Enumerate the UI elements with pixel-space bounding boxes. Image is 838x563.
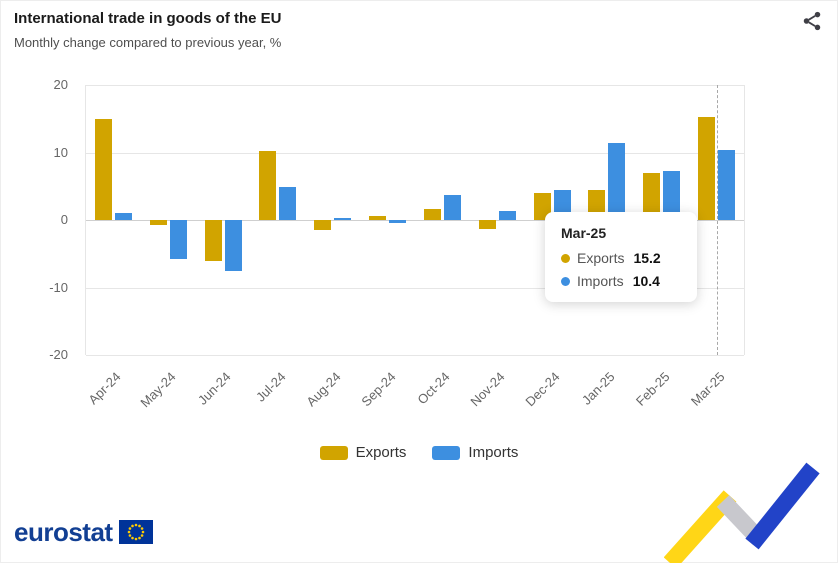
tooltip-series-label: Exports xyxy=(577,250,625,266)
tooltip-row-exports: Exports 15.2 xyxy=(561,250,681,266)
legend-item-exports[interactable]: Exports xyxy=(319,444,407,461)
bar-imports-jan-25[interactable] xyxy=(608,143,626,220)
gridline xyxy=(86,152,744,154)
exports-dot-icon xyxy=(561,253,570,263)
share-button[interactable] xyxy=(798,8,826,36)
gridline xyxy=(86,287,744,289)
bar-exports-jun-24[interactable] xyxy=(204,220,222,261)
x-axis-label: Oct-24 xyxy=(414,369,454,408)
tooltip-row-imports: Imports 10.4 xyxy=(561,273,681,289)
y-tick-label: -20 xyxy=(49,347,68,362)
legend-label: Imports xyxy=(468,444,519,461)
legend-label: Exports xyxy=(355,444,407,461)
bar-imports-oct-24[interactable] xyxy=(443,195,461,220)
gridline xyxy=(86,220,744,221)
x-axis-label: Nov-24 xyxy=(467,369,508,410)
y-tick-label: 20 xyxy=(53,77,68,92)
bar-imports-apr-24[interactable] xyxy=(114,213,132,220)
bar-exports-aug-24[interactable] xyxy=(314,220,332,231)
bar-imports-feb-25[interactable] xyxy=(663,171,681,220)
bar-imports-jul-24[interactable] xyxy=(279,186,297,220)
bar-imports-mar-25[interactable] xyxy=(718,149,736,220)
legend-item-imports[interactable]: Imports xyxy=(432,444,518,461)
bar-exports-feb-25[interactable] xyxy=(643,172,661,220)
bar-exports-mar-25[interactable] xyxy=(698,117,716,220)
plot-area: Apr-24 May-24 Jun-24 Jul-24 Aug-24 Sep-24 Oct-… xyxy=(85,85,745,410)
x-axis-label: Dec-24 xyxy=(522,369,563,410)
bar-exports-oct-24[interactable] xyxy=(423,209,441,220)
page-title: International trade in goods of the EU xyxy=(14,10,282,27)
x-axis-label: Sep-24 xyxy=(357,369,399,410)
chart-tooltip: Mar-25 Exports 15.2 Imports 10.4 xyxy=(545,212,697,302)
bar-exports-dec-24[interactable] xyxy=(533,193,551,220)
imports-dot-icon xyxy=(561,276,570,286)
hover-guide-line xyxy=(716,85,718,355)
x-axis-label: Feb-25 xyxy=(632,369,673,409)
eurostat-wordmark: eurostat xyxy=(14,517,113,547)
tooltip-series-value: 15.2 xyxy=(633,250,661,266)
y-axis-labels: 20 10 0 -10 -20 xyxy=(18,77,68,362)
x-axis-label: Jul-24 xyxy=(252,369,289,405)
chart-subtitle: Monthly change compared to previous year… xyxy=(14,35,282,50)
x-axis-label: Apr-24 xyxy=(85,369,125,408)
bar-imports-may-24[interactable] xyxy=(169,220,187,260)
y-tick-label: 0 xyxy=(60,212,68,227)
x-axis-label: Jan-25 xyxy=(578,369,618,408)
eu-flag-icon xyxy=(118,520,153,544)
bar-imports-aug-24[interactable] xyxy=(334,217,352,220)
bar-imports-jun-24[interactable] xyxy=(224,220,242,272)
legend-swatch xyxy=(432,445,461,460)
legend: Exports Imports xyxy=(0,444,838,461)
legend-swatch xyxy=(319,445,348,460)
eurostat-logo[interactable]: eurostat xyxy=(14,517,153,547)
x-axis-label: May-24 xyxy=(137,369,179,411)
bar-exports-sep-24[interactable] xyxy=(369,215,387,220)
bar-exports-may-24[interactable] xyxy=(149,220,167,226)
x-axis-label: Mar-25 xyxy=(687,369,728,409)
x-axis-label: Jun-24 xyxy=(194,369,234,408)
tooltip-series-value: 10.4 xyxy=(632,273,660,289)
gridline xyxy=(86,355,744,356)
share-icon xyxy=(803,11,821,30)
gridline xyxy=(86,85,744,86)
tooltip-title: Mar-25 xyxy=(561,225,607,241)
decorative-arrow-graphic xyxy=(664,462,820,563)
tooltip-series-label: Imports xyxy=(577,273,624,289)
y-tick-label: 10 xyxy=(53,144,68,160)
bar-imports-nov-24[interactable] xyxy=(498,211,516,220)
bar-exports-apr-24[interactable] xyxy=(94,118,112,220)
bar-exports-jul-24[interactable] xyxy=(259,151,277,220)
y-tick-label: -10 xyxy=(49,279,68,295)
x-axis-label: Aug-24 xyxy=(303,369,344,410)
bar-exports-nov-24[interactable] xyxy=(478,220,496,230)
bar-imports-sep-24[interactable] xyxy=(389,220,407,223)
